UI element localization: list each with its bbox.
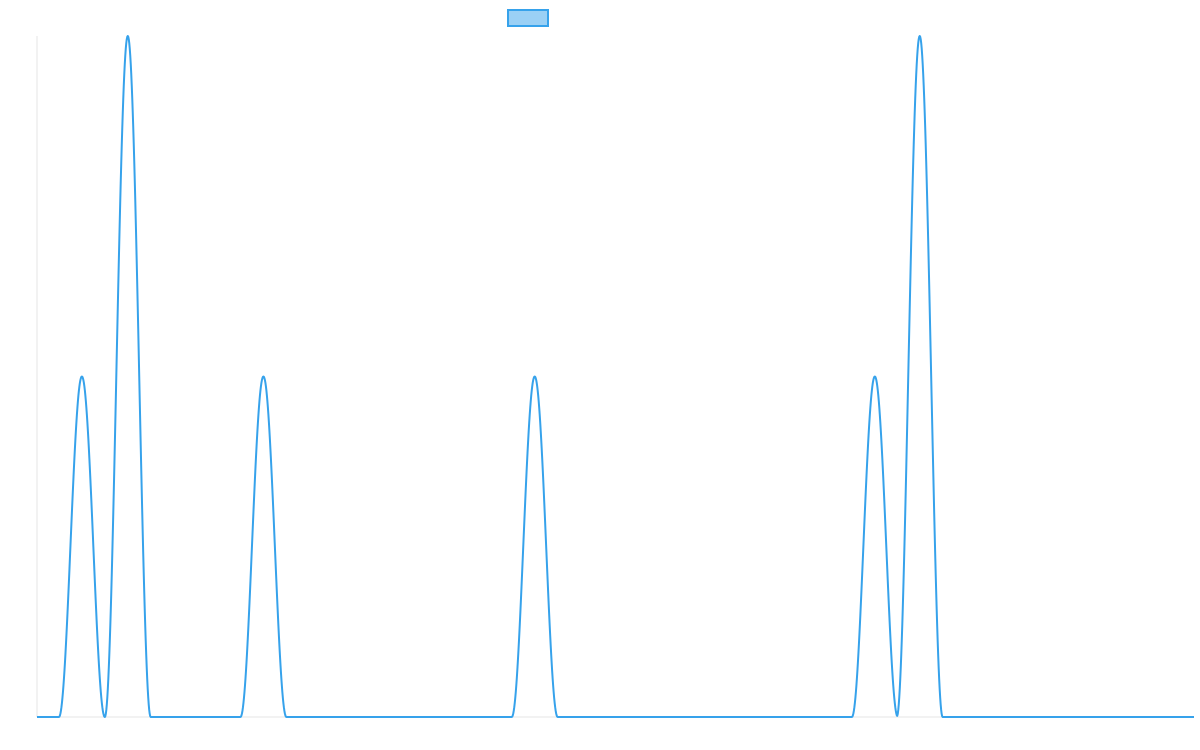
data-point-3[interactable] [532,374,538,380]
data-point-0[interactable] [79,374,85,380]
series-layer [36,33,1195,718]
data-point-4[interactable] [872,374,878,380]
data-point-5[interactable] [917,33,923,39]
legend[interactable] [507,9,549,27]
legend-swatch[interactable] [507,9,549,27]
data-point-1[interactable] [125,33,131,39]
series-line-0 [36,35,1195,718]
data-point-2[interactable] [260,374,266,380]
